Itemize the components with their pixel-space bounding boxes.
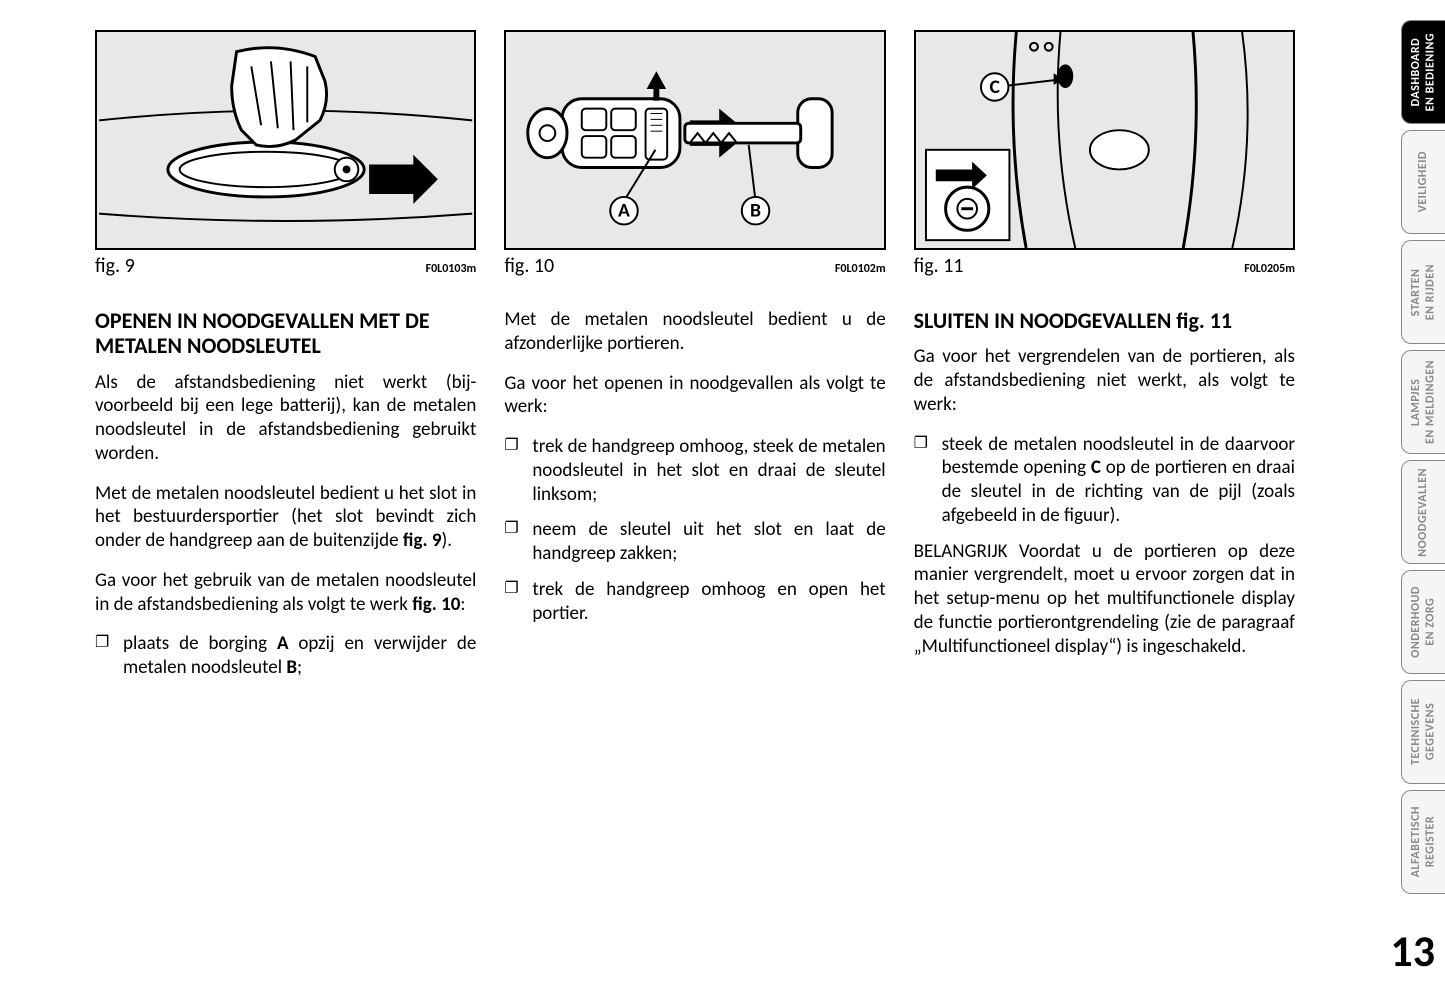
col1-b1-post: ; <box>297 656 302 679</box>
column-3: C fig. 11 F0L0205m SLUITEN IN NOODGEVALL… <box>914 30 1295 692</box>
svg-text:B: B <box>750 199 761 223</box>
col1-b1-a: A <box>277 632 289 655</box>
tab-label: ALFABETISCH REGISTER <box>1409 806 1438 877</box>
fig-9-label: fig. 9 <box>95 254 135 278</box>
side-tabs: DASHBOARD EN BEDIENING VEILIGHEID STARTE… <box>1401 20 1445 894</box>
fig-10-label: fig. 10 <box>504 254 554 278</box>
col3-bullet-1: steek de metalen noodsleutel in de daarv… <box>914 433 1295 528</box>
tab-label: LAMPJES EN MELDINGEN <box>1409 360 1438 444</box>
figure-11: C <box>914 30 1295 250</box>
col2-bullet-2: neem de sleutel uit het slot en laat de … <box>504 518 885 566</box>
tab-onderhoud[interactable]: ONDERHOUD EN ZORG <box>1401 570 1445 674</box>
tab-alfabetisch[interactable]: ALFABETISCH REGISTER <box>1401 790 1445 894</box>
fig-11-label: fig. 11 <box>914 254 964 278</box>
tab-label: DASHBOARD EN BEDIENING <box>1409 33 1438 111</box>
figure-10: A B <box>504 30 885 250</box>
figure-11-caption: fig. 11 F0L0205m <box>914 254 1295 278</box>
page-number: 13 <box>1390 924 1435 978</box>
tab-label: STARTEN EN RIJDEN <box>1409 264 1438 320</box>
svg-text:A: A <box>618 199 630 223</box>
col1-p1: Als de afstandsbediening niet werkt (bij… <box>95 371 476 466</box>
col1-b1-b: B <box>286 656 297 679</box>
tab-starten[interactable]: STARTEN EN RIJDEN <box>1401 240 1445 344</box>
col2-p1: Met de metalen noodsleutel bedient u de … <box>504 308 885 356</box>
figure-10-caption: fig. 10 F0L0102m <box>504 254 885 278</box>
col1-p3-post: : <box>460 593 465 616</box>
col2-bullets: trek de handgreep omhoog, steek de metal… <box>504 435 885 637</box>
fig-9-code: F0L0103m <box>426 262 477 276</box>
tab-lampjes[interactable]: LAMPJES EN MELDINGEN <box>1401 350 1445 454</box>
figure-9 <box>95 30 476 250</box>
column-2: A B fig. 10 F0L0102m Met de metalen nood… <box>504 30 885 692</box>
figure-9-caption: fig. 9 F0L0103m <box>95 254 476 278</box>
svg-text:C: C <box>989 75 1000 99</box>
page-content: fig. 9 F0L0103m OPENEN IN NOODGEVALLEN M… <box>95 30 1295 692</box>
tab-dashboard[interactable]: DASHBOARD EN BEDIENING <box>1401 20 1445 124</box>
col2-bullet-1: trek de handgreep omhoog, steek de metal… <box>504 435 885 506</box>
col1-p3: Ga voor het gebruik van de metalen nood­… <box>95 569 476 617</box>
tab-technische[interactable]: TECHNISCHE GEGEVENS <box>1401 680 1445 784</box>
col1-p2: Met de metalen noodsleutel bedient u het… <box>95 482 476 553</box>
col1-p2-bold: fig. 9 <box>403 529 442 552</box>
col3-b1-c: C <box>1091 456 1101 479</box>
col1-heading: OPENEN IN NOODGEVALLEN MET DE METALEN NO… <box>95 308 476 359</box>
col1-bullet-1: plaats de borging A opzij en verwijder d… <box>95 632 476 680</box>
tab-label: ONDERHOUD EN ZORG <box>1409 586 1438 658</box>
tab-label: NOODGEVALLEN <box>1416 468 1430 557</box>
col1-bullets: plaats de borging A opzij en verwijder d… <box>95 632 476 692</box>
col1-b1-pre: plaats de borging <box>123 632 277 655</box>
fig-11-code: F0L0205m <box>1244 262 1295 276</box>
col1-p2-post: ). <box>441 529 452 552</box>
col3-p1: Ga voor het vergrendelen van de portie­r… <box>914 345 1295 416</box>
fig-10-code: F0L0102m <box>835 262 886 276</box>
tab-noodgevallen[interactable]: NOODGEVALLEN <box>1401 460 1445 564</box>
col2-bullet-3: trek de handgreep omhoog en open het por… <box>504 578 885 626</box>
tab-label: VEILIGHEID <box>1416 151 1430 212</box>
tab-label: TECHNISCHE GEGEVENS <box>1409 698 1438 765</box>
col3-heading: SLUITEN IN NOODGEVALLEN fig. 11 <box>914 308 1295 333</box>
column-1: fig. 9 F0L0103m OPENEN IN NOODGEVALLEN M… <box>95 30 476 692</box>
col2-p2: Ga voor het openen in noodgevallen als v… <box>504 372 885 420</box>
col1-p3-bold: fig. 10 <box>412 593 460 616</box>
col3-p2: BELANGRIJK Voordat u de portieren op dez… <box>914 540 1295 659</box>
col3-bullets: steek de metalen noodsleutel in de daarv… <box>914 433 1295 540</box>
tab-veiligheid[interactable]: VEILIGHEID <box>1401 130 1445 234</box>
